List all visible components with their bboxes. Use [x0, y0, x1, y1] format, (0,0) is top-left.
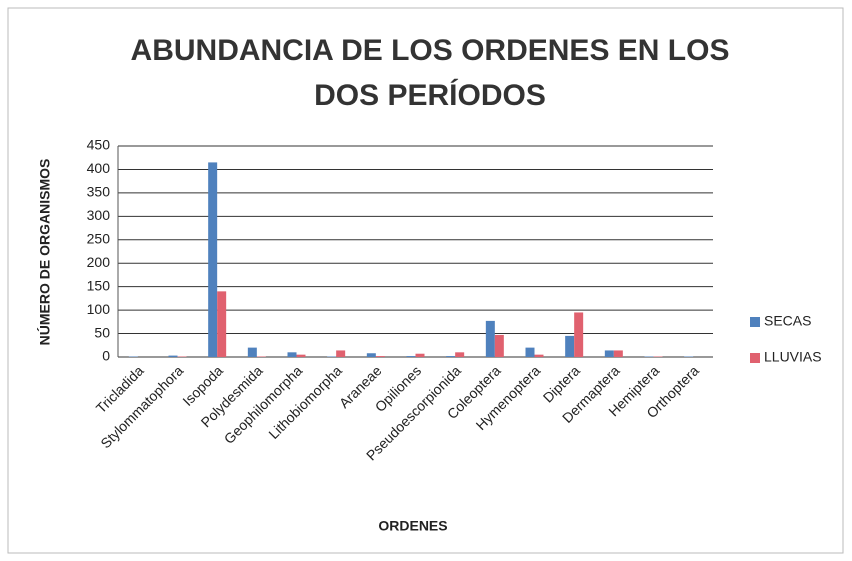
bar [485, 320, 495, 357]
legend-label: SECAS [764, 313, 811, 329]
y-tick-label: 450 [87, 137, 111, 153]
bar [217, 291, 227, 357]
y-tick-label: 400 [87, 160, 111, 176]
chart-frame [7, 7, 844, 554]
bar [534, 354, 544, 357]
bar [366, 353, 376, 357]
legend-label: LLUVIAS [764, 349, 822, 365]
y-tick-label: 0 [102, 348, 110, 364]
chart-title: ABUNDANCIA DE LOS ORDENES EN LOS DOS PER… [130, 34, 730, 112]
y-axis-title: NÚMERO DE ORGANISMOS [36, 159, 53, 346]
bar [455, 352, 465, 357]
y-tick-label: 200 [87, 254, 111, 270]
bar [336, 350, 346, 357]
bar [525, 347, 535, 357]
y-tick-label: 50 [94, 324, 110, 340]
bar [494, 334, 504, 357]
bar [287, 352, 297, 357]
bar [604, 350, 614, 357]
x-tick-label: Lithobiomorpha [265, 362, 345, 442]
bar [574, 312, 584, 357]
bar [613, 350, 623, 357]
legend-marker [750, 353, 760, 363]
bar [446, 356, 456, 357]
bar [247, 347, 257, 357]
bar [296, 354, 306, 357]
x-axis-title: ORDENES [378, 518, 447, 534]
bar [406, 356, 416, 357]
bar [375, 356, 385, 357]
y-tick-label: 300 [87, 207, 111, 223]
legend-marker [750, 317, 760, 327]
bar [168, 355, 178, 357]
y-tick-label: 150 [87, 277, 111, 293]
bar [415, 353, 425, 357]
y-tick-label: 350 [87, 184, 111, 200]
y-tick-label: 100 [87, 301, 111, 317]
bar [565, 335, 575, 357]
y-tick-label: 250 [87, 230, 111, 246]
bar [208, 162, 218, 357]
